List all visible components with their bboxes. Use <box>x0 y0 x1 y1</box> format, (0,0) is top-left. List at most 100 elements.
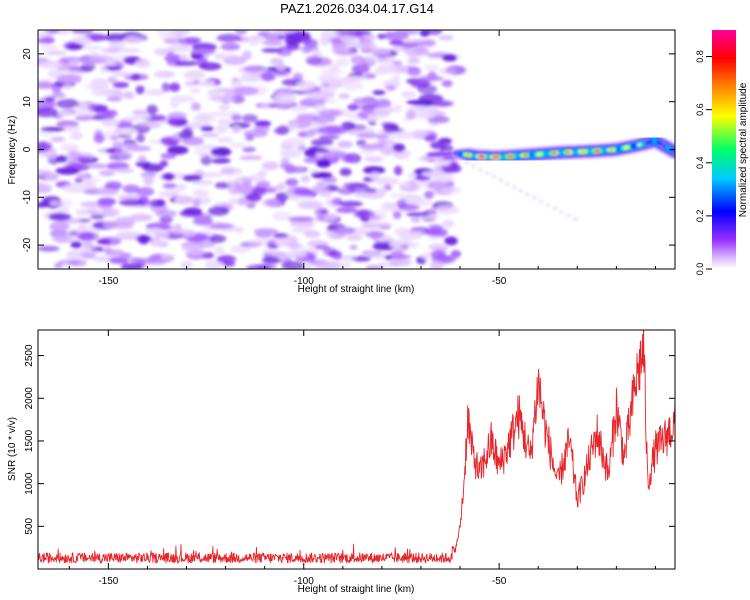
spectrogram-noise-blob <box>368 47 391 56</box>
spectrogram-noise-blob <box>383 31 409 41</box>
spectrogram-noise-blob <box>316 180 326 187</box>
spectrogram-noise-blob <box>191 102 201 111</box>
spectrogram-noise-blob <box>350 55 365 65</box>
spectrogram-noise-blob <box>74 178 83 183</box>
spectrogram-noise-blob <box>411 129 430 140</box>
spectrogram-noise-blob <box>79 102 88 112</box>
spectrogram-noise-blob <box>365 251 379 258</box>
spectrogram-noise-blob <box>58 58 71 64</box>
snr-xtick-label: -50 <box>492 576 507 587</box>
figure-title: PAZ1.2026.034.04.17.G14 <box>280 1 434 16</box>
spectrogram-noise-blob <box>335 57 350 67</box>
spectrogram-noise-blob <box>387 65 409 74</box>
spectrogram-noise-blob <box>380 146 395 156</box>
spectrogram-noise-blob <box>118 48 142 53</box>
spectrogram-noise-blob <box>44 96 56 103</box>
spectrogram-noise-blob <box>389 258 412 267</box>
spectrogram-noise-blob <box>58 259 81 266</box>
spectrogram-noise-blob <box>146 104 158 115</box>
spectrogram-noise-blob <box>136 262 146 269</box>
spectrogram-noise-blob <box>184 81 198 87</box>
spectrogram-noise-blob <box>117 194 143 201</box>
spectrogram-streak-dot <box>492 174 496 179</box>
spectrogram-noise-blob <box>310 185 325 193</box>
spectrogram-noise-blob <box>168 44 191 53</box>
spectrogram-noise-blob <box>70 131 83 141</box>
spectrogram-noise-blob <box>180 241 200 251</box>
spectrogram-noise-blob <box>40 100 57 109</box>
snr-frame <box>37 329 676 570</box>
spectrogram-noise-blob <box>220 42 241 51</box>
spectrogram-noise-blob <box>311 148 331 154</box>
spectrogram-noise-blob <box>342 182 368 188</box>
spectrogram-noise-blob <box>381 205 399 213</box>
spectrogram-noise-blob <box>316 159 331 168</box>
spectrogram-ylabel: Frequency (Hz) <box>7 116 18 185</box>
spectrogram-noise-blob <box>208 206 230 216</box>
spectrogram-noise-blob <box>153 254 162 260</box>
spectrogram-noise-blob <box>362 34 377 41</box>
spectrogram-noise-blob <box>346 235 363 241</box>
spectrogram-noise-blob <box>341 155 355 163</box>
spectrogram-noise-blob <box>393 104 402 113</box>
spectrogram-noise-blob <box>216 33 242 43</box>
spectrogram-noise-blob <box>339 168 352 176</box>
spectrogram-noise-blob <box>239 74 262 83</box>
spectrogram-noise-blob <box>359 143 386 150</box>
spectrogram-noise-blob <box>262 39 283 46</box>
spectrogram-noise-blob <box>118 199 145 206</box>
spectrogram-noise-blob <box>159 160 168 168</box>
spectrogram-noise-blob <box>437 137 453 144</box>
spectrogram-streak-dot <box>485 171 489 175</box>
spectrogram-noise-blob <box>174 183 187 191</box>
spectrogram-noise-blob <box>424 135 437 142</box>
spectrogram-noise-blob <box>50 136 66 143</box>
spectrogram-noise-blob <box>275 192 289 202</box>
spectrogram-noise-blob <box>275 63 287 72</box>
colorbar-tick-label: 0.2 <box>695 210 705 223</box>
spectrogram-noise-blob <box>417 84 437 95</box>
spectrogram-noise-blob <box>114 148 128 155</box>
spectrogram-noise-blob <box>104 181 123 191</box>
spectrogram-noise-blob <box>278 45 302 51</box>
spectrogram-noise-blob <box>166 52 176 59</box>
spectrogram-panel: -150 -100 -50 20 10 0 -10 -20 Height of straigh… <box>7 29 676 295</box>
colorbar-ticks: 0.0 0.2 0.4 0.6 0.8 <box>695 50 712 275</box>
spectrogram-noise-blob <box>38 61 63 69</box>
spectrogram-noise-blob <box>420 111 436 120</box>
spectrogram-noise-blob <box>406 212 430 217</box>
spectrogram-frame <box>37 29 676 270</box>
spectrogram-noise-blob <box>96 239 111 245</box>
spectrogram-noise-blob <box>88 163 108 169</box>
spectrogram-noise-blob <box>300 175 311 183</box>
spectrogram-noise-blob <box>146 260 166 266</box>
spectrogram-noise-blob <box>198 62 222 71</box>
spectrogram-noise-blob <box>260 71 276 82</box>
spectrogram-noise-blob <box>383 184 392 191</box>
spectrogram-noise-blob <box>365 265 384 269</box>
spectrogram-noise-blob <box>444 236 458 246</box>
spectrogram-noise-blob <box>349 245 358 250</box>
snr-background <box>38 330 675 569</box>
snr-ytick-label: 1500 <box>24 429 35 452</box>
spectrogram-noise-blob <box>338 93 351 100</box>
spectrogram-noise-blob <box>352 124 367 131</box>
spectrogram-noise-blob <box>261 48 283 53</box>
spectrogram-noise-blob <box>372 90 386 96</box>
spectrogram-noise-blob <box>305 55 323 65</box>
spectrogram-noise-blob <box>38 81 54 90</box>
spectrogram-streak-dot <box>546 203 550 207</box>
snr-xtick-label: -150 <box>98 576 118 587</box>
spectrogram-noise-blob <box>434 161 451 167</box>
spectrogram-ytick-label: 0 <box>22 146 33 152</box>
spectrogram-noise-blob <box>122 143 139 149</box>
spectrogram-noise-blob <box>62 183 88 193</box>
spectrogram-noise-blob <box>337 140 353 148</box>
spectrogram-noise-blob <box>342 41 361 50</box>
spectrogram-noise-blob <box>391 75 401 82</box>
spectrogram-noise-blob <box>364 55 387 64</box>
spectrogram-noise-blob <box>422 39 436 47</box>
spectrogram-noise-blob <box>108 249 124 257</box>
spectrogram-noise-blob <box>153 239 167 246</box>
spectrogram-noise-blob <box>398 182 412 188</box>
